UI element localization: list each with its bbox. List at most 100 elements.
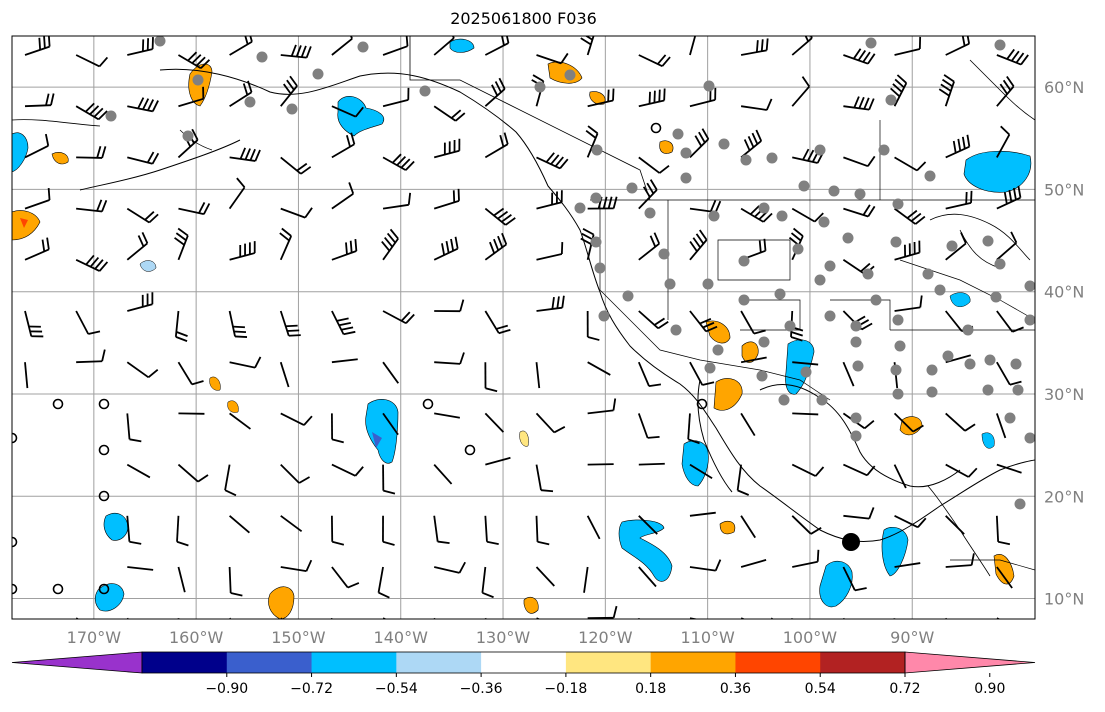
colorbar-tick-label: 0.18	[635, 681, 666, 697]
wind-barb	[791, 463, 825, 477]
wind-barb	[127, 37, 154, 56]
positive-anomaly-area	[523, 597, 539, 614]
map-title: 2025061800 F036	[450, 9, 597, 28]
wind-barb	[433, 561, 466, 574]
wind-barb	[945, 553, 975, 568]
station-dot	[982, 235, 994, 247]
colorbar-extend-low	[11, 651, 143, 674]
wind-barb	[280, 75, 298, 107]
wind-barb	[945, 190, 973, 210]
longitude-label: 140°W	[374, 628, 429, 647]
negative-anomaly-area	[139, 260, 157, 272]
wind-barb	[484, 77, 506, 107]
wind-barb	[842, 566, 867, 592]
station-dot	[738, 255, 750, 267]
colorbar-segment	[396, 652, 482, 673]
colorbar-outline	[141, 651, 906, 674]
wind-barb	[945, 134, 971, 159]
colorbar-tick-label: −0.90	[205, 681, 248, 697]
wind-barb	[689, 310, 718, 333]
wind-barb	[689, 229, 708, 261]
longitude-label: 170°W	[67, 628, 122, 647]
wind-barb	[484, 412, 505, 433]
wind-barb	[229, 356, 262, 369]
wind-barb	[586, 310, 600, 341]
station-dot	[934, 284, 946, 296]
wind-barb	[586, 515, 601, 540]
wind-barb	[481, 566, 494, 599]
wind-barb	[843, 507, 875, 520]
station-dot	[982, 384, 994, 396]
longitude-label: 150°W	[271, 628, 326, 647]
wind-barb	[177, 566, 186, 593]
wind-barb	[687, 413, 700, 445]
wind-barb	[24, 133, 50, 159]
wind-barb	[689, 361, 715, 386]
calm-circle	[696, 398, 708, 410]
wind-barb	[279, 361, 290, 388]
wind-barb	[791, 515, 822, 535]
latitude-label: 40°N	[1044, 283, 1084, 302]
colorbar-segment	[565, 652, 652, 673]
station-dot	[924, 170, 936, 182]
wind-barb	[996, 48, 1029, 66]
station-dot	[718, 138, 730, 150]
colorbar-tick-label: −0.72	[290, 681, 333, 697]
shaded-contours	[12, 38, 1032, 619]
wind-barb	[996, 75, 1015, 107]
wind-barb	[331, 566, 360, 589]
wind-barb	[279, 227, 293, 261]
wind-barb	[331, 132, 356, 159]
calm-circle	[98, 490, 110, 502]
wind-barb	[996, 125, 1011, 158]
negative-anomaly-area	[981, 432, 995, 449]
station-dot	[590, 236, 602, 248]
colorbar-segment	[735, 652, 821, 673]
wind-barb	[740, 129, 763, 159]
wind-barb	[893, 464, 907, 489]
station-dot	[922, 268, 934, 280]
positive-anomaly-area	[713, 378, 743, 411]
wind-barb	[280, 412, 313, 426]
station-dot	[816, 394, 828, 406]
wind-barb	[177, 361, 204, 386]
station-dot	[672, 128, 684, 140]
longitude-label: 130°W	[476, 628, 531, 647]
station-dot	[850, 412, 862, 424]
wind-barb	[792, 412, 819, 416]
station-dot	[1024, 280, 1035, 292]
wind-barb	[178, 202, 211, 216]
wind-barb	[127, 566, 154, 571]
wind-barb	[843, 155, 876, 168]
wind-barb	[76, 146, 107, 159]
longitude-labels: 170°W 160°W 150°W 140°W 130°W 120°W 110°W 100°W…	[67, 628, 935, 647]
negative-anomaly-area	[337, 96, 385, 137]
colorbar-segment	[226, 652, 313, 673]
positive-anomaly-area	[20, 218, 28, 228]
wind-barb	[535, 566, 555, 587]
wind-barb	[228, 310, 248, 338]
positive-anomaly-area	[51, 152, 69, 165]
wind-barb	[382, 192, 412, 210]
wind-barb	[433, 515, 450, 544]
colorbar-tick-label: −0.36	[460, 681, 503, 697]
wind-barb	[484, 362, 498, 393]
station-dot	[256, 51, 268, 63]
station-dot	[664, 278, 676, 290]
calm-circle	[98, 444, 110, 456]
wind-barb	[996, 463, 1022, 474]
colorbar-tick-label: 0.54	[805, 681, 836, 697]
wind-barb	[945, 463, 978, 478]
wind-barb	[331, 238, 358, 261]
station-dot	[357, 41, 369, 53]
station-dot	[926, 386, 938, 398]
wind-barb	[792, 549, 820, 568]
wind-barb	[224, 464, 237, 497]
wind-barb	[996, 310, 1024, 333]
station-dot	[878, 144, 890, 156]
wind-barb	[126, 463, 151, 479]
wind-barb	[894, 156, 927, 172]
station-dot	[824, 260, 836, 272]
wind-barb	[736, 464, 750, 496]
